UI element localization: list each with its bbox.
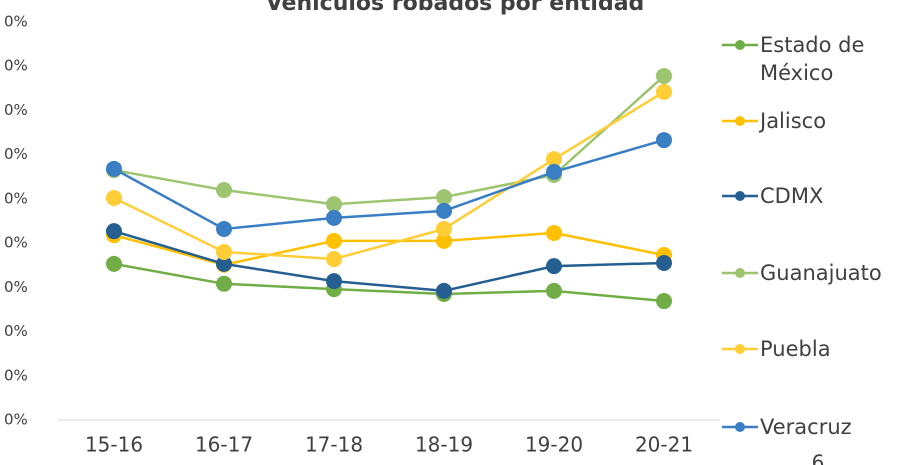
- point: [216, 275, 232, 292]
- chart-title: Vehículos robados por entidad: [266, 0, 645, 16]
- point: [326, 209, 342, 226]
- y-tick-label: 0%: [4, 189, 28, 207]
- legend-swatch-point: [735, 268, 745, 278]
- y-tick-label: 0%: [4, 411, 28, 429]
- legend-swatch-point: [735, 422, 745, 432]
- legend-swatch-point: [735, 40, 745, 50]
- point: [656, 83, 672, 100]
- point: [216, 243, 232, 260]
- y-tick-label: 0%: [4, 322, 28, 340]
- legend-label: Jalisco: [760, 109, 827, 133]
- x-tick-label: 16-17: [195, 433, 253, 457]
- point: [216, 220, 232, 237]
- y-tick-label: 0%: [4, 57, 28, 75]
- point: [106, 190, 122, 207]
- legend-label: Veracruz: [760, 415, 852, 439]
- y-tick-label: 0%: [4, 234, 28, 252]
- point: [436, 189, 452, 206]
- y-tick-label: 0%: [4, 366, 28, 384]
- x-tick-label: 19-20: [525, 433, 583, 457]
- point: [546, 224, 562, 241]
- series-line: [113, 229, 665, 293]
- point: [106, 223, 122, 240]
- x-tick-label: 20-21: [635, 433, 693, 457]
- series-line: [113, 262, 665, 303]
- x-tick-label: 18-19: [415, 433, 473, 457]
- point: [546, 163, 562, 180]
- x-tick-label: 17-18: [305, 433, 363, 457]
- point: [326, 232, 342, 249]
- point: [326, 251, 342, 268]
- legend-swatch-point: [735, 116, 745, 126]
- legend-swatch-point: [735, 191, 745, 201]
- y-tick-label: 0%: [4, 13, 28, 31]
- point: [106, 160, 122, 177]
- y-tick-label: 0%: [4, 278, 28, 296]
- x-tick-label: 15-16: [85, 433, 143, 457]
- legend-label: CDMX: [760, 184, 824, 208]
- point: [546, 258, 562, 275]
- series-line: [113, 90, 665, 261]
- point: [326, 196, 342, 213]
- point: [656, 293, 672, 310]
- point: [106, 255, 122, 272]
- point: [656, 67, 672, 84]
- point: [436, 232, 452, 249]
- legend-label: Guanajuato: [760, 261, 882, 285]
- point: [436, 220, 452, 237]
- series-line: [113, 138, 665, 231]
- y-tick-label: 0%: [4, 101, 28, 119]
- page-number: 6: [812, 451, 825, 465]
- series-line: [113, 231, 665, 267]
- legend-swatch-point: [735, 344, 745, 354]
- series-line: [113, 75, 665, 206]
- legend-label: Puebla: [760, 337, 831, 361]
- point: [656, 132, 672, 149]
- point: [216, 182, 232, 199]
- point: [436, 282, 452, 299]
- point: [656, 255, 672, 272]
- point: [436, 202, 452, 219]
- point: [546, 151, 562, 168]
- point: [326, 273, 342, 290]
- point: [216, 255, 232, 272]
- y-tick-label: 0%: [4, 145, 28, 163]
- legend-label: Estado de México: [760, 33, 865, 85]
- point: [546, 282, 562, 299]
